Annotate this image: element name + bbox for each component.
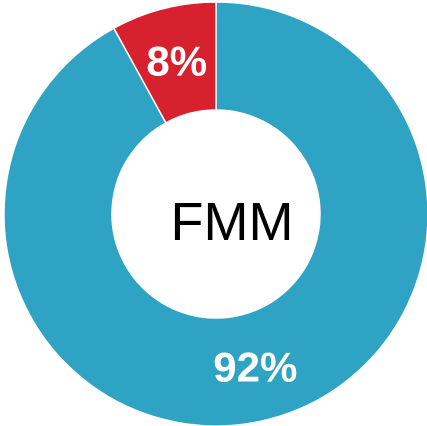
center-label: FMM	[171, 192, 294, 252]
value-label: 92%	[213, 344, 297, 391]
slices	[3, 1, 427, 426]
slice	[112, 1, 217, 124]
slice	[3, 1, 427, 426]
value-label: 8%	[146, 37, 207, 84]
